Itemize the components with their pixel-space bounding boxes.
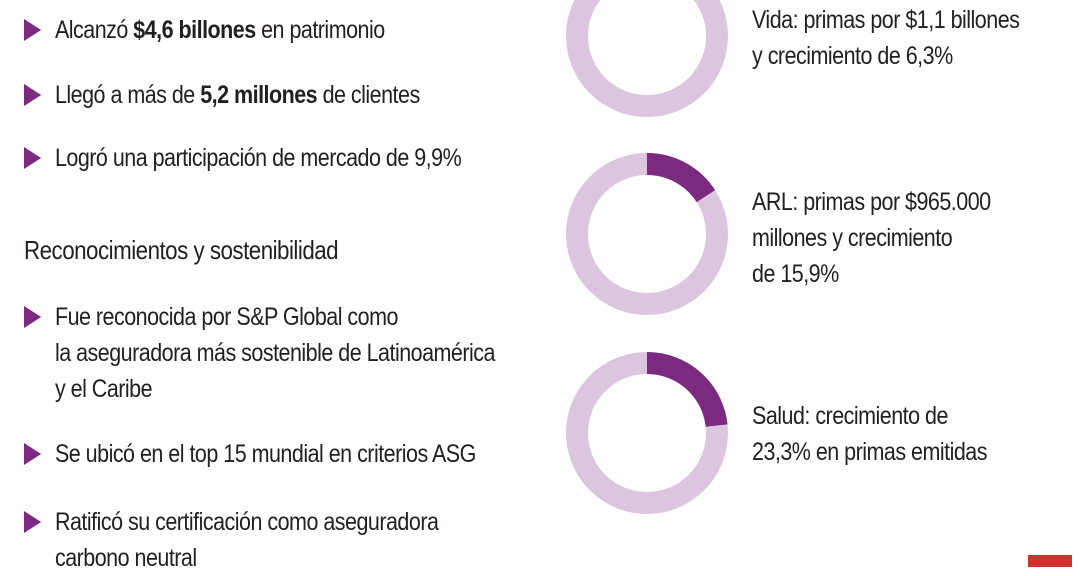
bullet-line: Fue reconocida por S&P Global como bbox=[54, 303, 399, 331]
bullet-text: Llegó a más de 5,2 millones de clientes bbox=[55, 77, 420, 113]
bullet-text: Alcanzó $4,6 billones en patrimonio bbox=[55, 12, 385, 48]
bullet-text-bold: 5,2 millones bbox=[200, 81, 318, 109]
donut-charts bbox=[566, 0, 728, 514]
bullet-line: la aseguradora más sostenible de Latinoa… bbox=[54, 339, 496, 367]
bullet-clientes: Llegó a más de 5,2 millones de clientes bbox=[24, 77, 420, 113]
label-line: millones y crecimiento bbox=[752, 224, 953, 252]
bullet-text: Fue reconocida por S&P Global como la as… bbox=[54, 299, 496, 407]
donut-segment bbox=[646, 352, 728, 428]
bullet-mercado: Logró una participación de mercado de 9,… bbox=[24, 140, 462, 176]
triangle-bullet-icon bbox=[24, 443, 42, 465]
label-line: de 15,9% bbox=[752, 260, 839, 288]
brand-red-tab bbox=[1028, 555, 1072, 567]
triangle-bullet-icon bbox=[24, 511, 42, 533]
bullet-line: Ratificó su certificación como asegurado… bbox=[54, 508, 439, 536]
label-line: Vida: primas por $1,1 billones bbox=[752, 6, 1020, 34]
bullet-top15: Se ubicó en el top 15 mundial en criteri… bbox=[24, 436, 476, 472]
bullet-text: Ratificó su certificación como asegurado… bbox=[54, 504, 439, 576]
triangle-bullet-icon bbox=[24, 147, 42, 169]
bullet-text-pre: Alcanzó bbox=[54, 16, 134, 44]
bullet-sp-global: Fue reconocida por S&P Global como la as… bbox=[24, 299, 495, 407]
triangle-bullet-icon bbox=[24, 306, 42, 328]
donut-segment bbox=[646, 153, 716, 203]
bullet-text-post: de clientes bbox=[317, 81, 421, 109]
bullet-text: Se ubicó en el top 15 mundial en criteri… bbox=[54, 440, 476, 468]
bullet-text: Logró una participación de mercado de 9,… bbox=[54, 144, 462, 172]
bullet-line: carbono neutral bbox=[54, 544, 197, 572]
label-line: Salud: crecimiento de bbox=[752, 402, 948, 430]
label-line: y crecimiento de 6,3% bbox=[752, 42, 953, 70]
label-arl: ARL: primas por $965.000 millones y crec… bbox=[752, 184, 991, 292]
donut-track bbox=[566, 0, 728, 117]
label-line: ARL: primas por $965.000 bbox=[752, 188, 991, 216]
bullet-carbono: Ratificó su certificación como asegurado… bbox=[24, 504, 439, 576]
triangle-bullet-icon bbox=[24, 19, 42, 41]
section-heading: Reconocimientos y sostenibilidad bbox=[24, 235, 339, 265]
triangle-bullet-icon bbox=[24, 84, 42, 106]
label-salud: Salud: crecimiento de 23,3% en primas em… bbox=[752, 398, 988, 470]
bullet-patrimonio: Alcanzó $4,6 billones en patrimonio bbox=[24, 12, 385, 48]
label-line: 23,3% en primas emitidas bbox=[752, 438, 988, 466]
bullet-text-pre: Llegó a más de bbox=[54, 81, 201, 109]
bullet-line: y el Caribe bbox=[54, 375, 153, 403]
bullet-text-post: en patrimonio bbox=[255, 16, 385, 44]
bullet-text-bold: $4,6 billones bbox=[133, 16, 256, 44]
label-vida: Vida: primas por $1,1 billones y crecimi… bbox=[752, 2, 1020, 74]
